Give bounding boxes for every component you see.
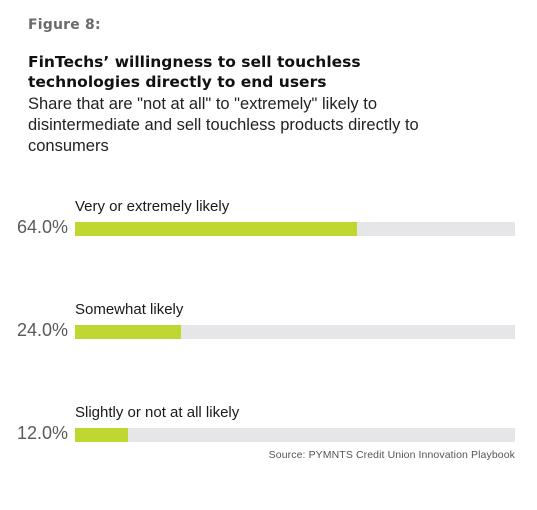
bar-value-label: 64.0% xyxy=(16,217,68,237)
bar-value-label: 12.0% xyxy=(16,423,68,443)
chart-title: FinTechs’ willingness to sell touchless … xyxy=(28,53,361,91)
bar xyxy=(75,222,357,236)
bar-track xyxy=(75,428,515,442)
bar-label: Very or extremely likely xyxy=(75,198,230,215)
chart-subtitle: Share that are "not at all" to "extremel… xyxy=(28,95,419,155)
bar-label: Slightly or not at all likely xyxy=(75,404,240,421)
bar-track xyxy=(75,222,515,236)
bar-value-label: 24.0% xyxy=(16,320,68,340)
figure-label: Figure 8: xyxy=(28,17,101,33)
bar xyxy=(75,325,181,339)
bar-label: Somewhat likely xyxy=(75,301,184,318)
bar-track xyxy=(75,325,515,339)
bar xyxy=(75,428,128,442)
source-note: Source: PYMNTS Credit Union Innovation P… xyxy=(268,449,515,461)
